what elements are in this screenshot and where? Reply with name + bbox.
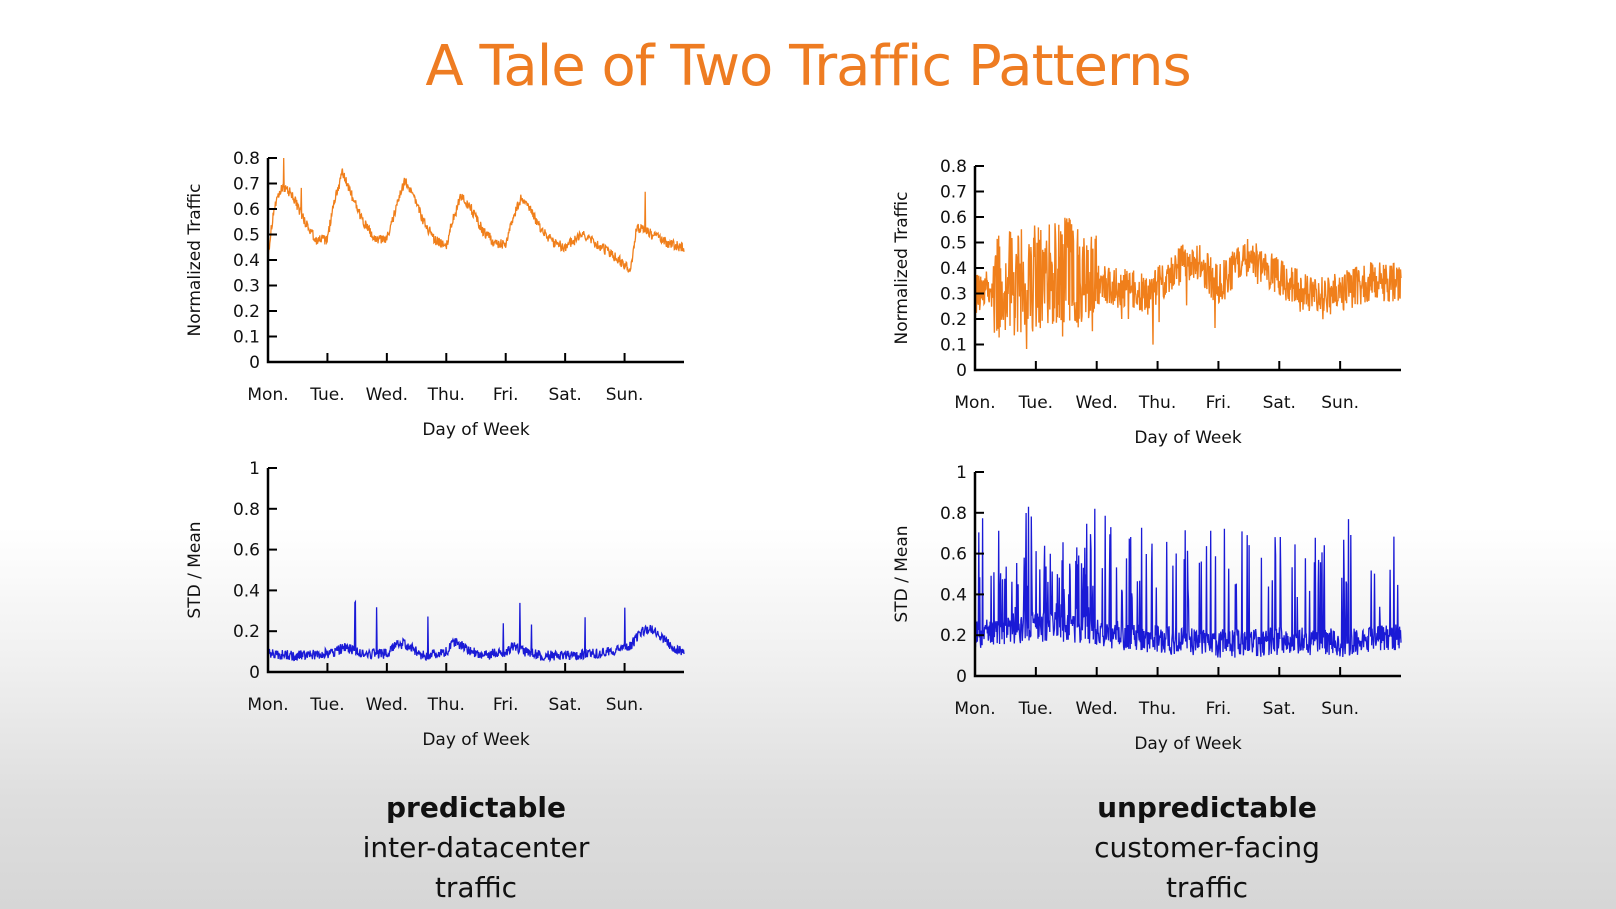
x-tick-label: Wed.: [1075, 699, 1117, 719]
x-tick-label: Mon.: [247, 695, 288, 715]
x-tick-label: Sun.: [606, 695, 644, 715]
y-tick-label: 0.6: [940, 208, 967, 228]
y-axis-label: Normalized Traffic: [185, 184, 205, 337]
y-axis-label: Normalized Traffic: [892, 192, 912, 345]
axis-lines: [266, 468, 684, 674]
series-line: [267, 599, 685, 663]
x-tick-label: Sat.: [1263, 393, 1296, 413]
x-axis-label: Day of Week: [422, 420, 529, 440]
y-axis-label: STD / Mean: [892, 525, 912, 622]
x-tick-label: Wed.: [366, 695, 408, 715]
y-tick-label: 0: [249, 353, 260, 373]
y-tick-label: 0.7: [233, 175, 260, 195]
y-tick-label: 0.7: [940, 183, 967, 203]
y-tick-label: 0: [956, 667, 967, 687]
caption-line: customer-facing: [1094, 831, 1320, 864]
x-tick-label: Thu.: [1138, 393, 1176, 413]
slide-title: A Tale of Two Traffic Patterns: [425, 34, 1191, 99]
y-tick-label: 0.2: [940, 310, 967, 330]
y-tick-label: 0.4: [940, 259, 967, 279]
chart-bottom-left: 0 0.2 0.4 0.6 0.8 1 Mon. Tue. Wed. Thu. Fri. Sat. Su…: [185, 459, 685, 750]
x-tick-label: Mon.: [954, 699, 995, 719]
x-tick-label: Fri.: [1206, 699, 1232, 719]
x-tick-label: Fri.: [1206, 393, 1232, 413]
chart-bottom-right: 0 0.2 0.4 0.6 0.8 1 Mon. Tue. Wed. Thu. Fri. Sat. Su…: [892, 463, 1402, 754]
y-tick-label: 0.5: [940, 234, 967, 254]
y-tick-label: 0.6: [940, 545, 967, 565]
y-tick-label: 0.4: [940, 585, 967, 605]
x-tick-label: Tue.: [1018, 699, 1053, 719]
chart-top-left: 0 0.1 0.2 0.3 0.4 0.5 0.6 0.7 0.8 Mon. Tue. Wed. Thu…: [185, 149, 685, 440]
y-tick-label: 0.4: [233, 581, 260, 601]
y-tick-label: 0.6: [233, 541, 260, 561]
y-tick-label: 0.8: [233, 500, 260, 520]
x-tick-label: Sun.: [1321, 699, 1359, 719]
x-tick-label: Fri.: [493, 695, 519, 715]
x-tick-label: Thu.: [427, 385, 465, 405]
x-tick-label: Sat.: [1263, 699, 1296, 719]
y-tick-label: 0.2: [940, 626, 967, 646]
y-axis-label: STD / Mean: [185, 521, 205, 618]
y-tick-label: 0.5: [233, 226, 260, 246]
y-tick-label: 0.3: [940, 285, 967, 305]
y-tick-label: 0.2: [233, 622, 260, 642]
y-tick-label: 0.4: [233, 251, 260, 271]
y-tick-label: 0.1: [940, 336, 967, 356]
x-tick-label: Wed.: [366, 385, 408, 405]
x-tick-label: Thu.: [427, 695, 465, 715]
x-tick-label: Mon.: [247, 385, 288, 405]
caption-unpredictable: unpredictable customer-facing traffic: [957, 788, 1457, 908]
y-tick-label: 0.3: [233, 277, 260, 297]
y-tick-label: 0.2: [233, 302, 260, 322]
x-axis-label: Day of Week: [1134, 428, 1241, 448]
caption-predictable: predictable inter-datacenter traffic: [226, 788, 726, 908]
y-tick-label: 0: [956, 361, 967, 381]
y-tick-label: 0.1: [233, 328, 260, 348]
y-tick-label: 0: [249, 663, 260, 683]
caption-title: predictable: [386, 791, 566, 824]
chart-top-right: 0 0.1 0.2 0.3 0.4 0.5 0.6 0.7 0.8 Mon. Tue. Wed. Thu…: [892, 157, 1402, 448]
x-tick-label: Thu.: [1138, 699, 1176, 719]
x-tick-label: Fri.: [493, 385, 519, 405]
y-tick-label: 0.8: [233, 149, 260, 169]
y-tick-label: 0.8: [940, 504, 967, 524]
x-tick-label: Sat.: [549, 385, 582, 405]
y-tick-label: 0.8: [940, 157, 967, 177]
x-tick-label: Tue.: [309, 695, 344, 715]
x-tick-label: Mon.: [954, 393, 995, 413]
x-tick-label: Tue.: [1018, 393, 1053, 413]
x-tick-label: Wed.: [1075, 393, 1117, 413]
x-axis-label: Day of Week: [1134, 734, 1241, 754]
x-tick-label: Sun.: [606, 385, 644, 405]
x-tick-label: Sun.: [1321, 393, 1359, 413]
y-tick-label: 1: [956, 463, 967, 483]
caption-line: inter-datacenter: [362, 831, 590, 864]
x-tick-label: Tue.: [309, 385, 344, 405]
x-tick-label: Sat.: [549, 695, 582, 715]
caption-line: traffic: [434, 871, 518, 904]
series-line: [974, 217, 1402, 350]
series-line: [267, 157, 685, 273]
caption-line: traffic: [1165, 871, 1249, 904]
series-line: [974, 506, 1402, 658]
y-tick-label: 0.6: [233, 200, 260, 220]
x-axis-label: Day of Week: [422, 730, 529, 750]
caption-title: unpredictable: [1097, 791, 1317, 824]
y-tick-label: 1: [249, 459, 260, 479]
